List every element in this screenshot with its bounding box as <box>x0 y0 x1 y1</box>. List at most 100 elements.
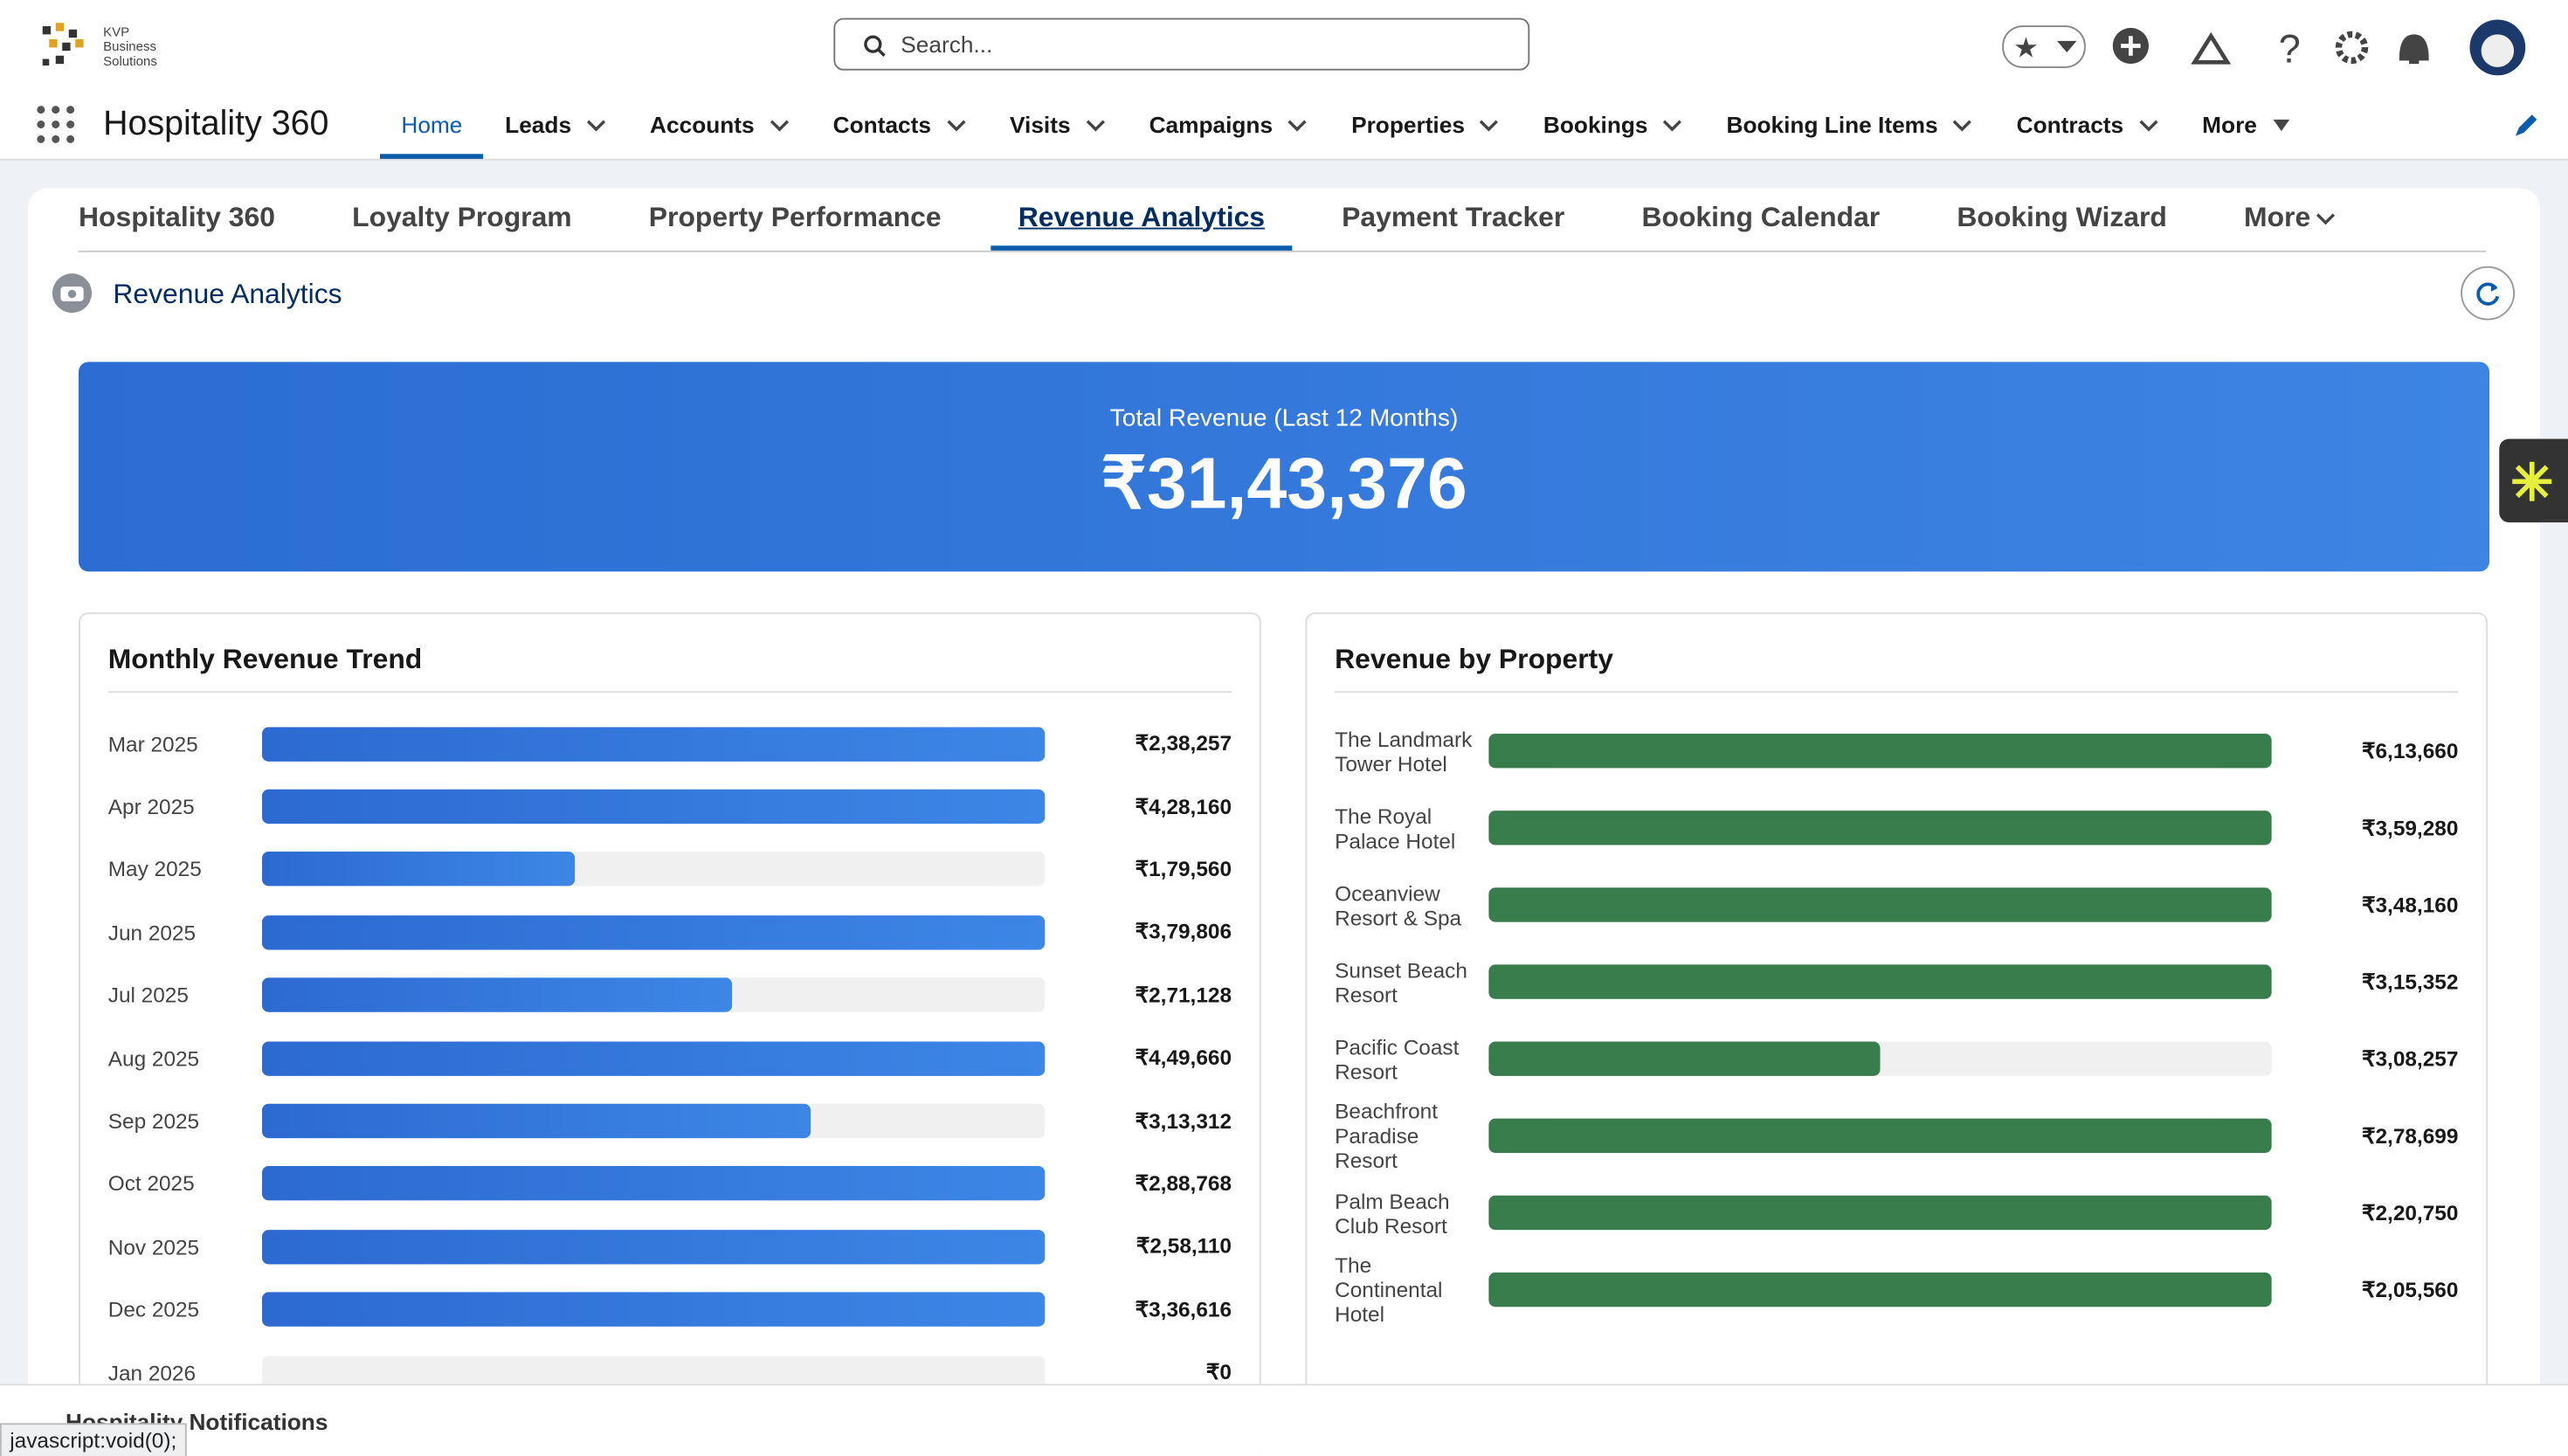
tab[interactable]: Loyalty Program <box>352 189 572 251</box>
tab[interactable]: More <box>2244 189 2337 251</box>
bar-track <box>262 789 1046 825</box>
dropdown-icon <box>1287 120 1307 132</box>
nav-item[interactable]: Home <box>380 95 484 159</box>
nav-item[interactable]: Visits <box>989 95 1129 159</box>
row-label: May 2025 <box>107 857 202 882</box>
svg-text:?: ? <box>2279 26 2301 71</box>
nav-label: Contacts <box>832 111 931 138</box>
row-value: ₹2,58,110 <box>1136 1233 1232 1259</box>
bar <box>1488 1272 2272 1308</box>
bar-track <box>1488 1041 2272 1076</box>
row-list: Mar 2025 ₹2,38,257 Apr 2025 ₹4,28,160 May 20… <box>108 713 1232 1404</box>
bar <box>1488 887 2272 922</box>
nav-label: Home <box>401 111 463 138</box>
refresh-button[interactable] <box>2460 266 2516 321</box>
app-name: Hospitality 360 <box>103 105 329 143</box>
bar-track <box>1488 734 2272 769</box>
logo-line: Solutions <box>103 53 157 69</box>
row: Beachfront Paradise Resort ₹2,78,699 <box>1335 1097 2458 1174</box>
logo-line: Business <box>103 39 157 54</box>
bar <box>262 914 1046 950</box>
row-label: Palm Beach Club Resort <box>1335 1188 1450 1238</box>
status-url: javascript:void(0); <box>0 1423 187 1456</box>
bar-track <box>1488 1195 2272 1231</box>
row-list: The Landmark Tower Hotel ₹6,13,660 The Roy… <box>1335 713 2458 1328</box>
row-value: ₹3,08,257 <box>2361 1045 2459 1071</box>
tab[interactable]: Property Performance <box>649 189 942 251</box>
bar-track <box>1488 1272 2272 1308</box>
dropdown-icon <box>2273 119 2290 131</box>
tab[interactable]: Payment Tracker <box>1342 189 1564 251</box>
row: Dec 2025 ₹3,36,616 <box>108 1278 1232 1341</box>
card-title: Revenue by Property <box>1335 644 2459 693</box>
dropdown-icon <box>1953 120 1972 132</box>
dropdown-icon <box>2138 120 2157 132</box>
nav-item[interactable]: Accounts <box>629 95 812 159</box>
tab-label: Revenue Analytics <box>1018 200 1266 232</box>
property-card: Revenue by Property The Landmark Tower Ho… <box>1305 612 2489 1456</box>
row-value: ₹6,13,660 <box>2361 737 2459 763</box>
row-label: The Landmark Tower Hotel <box>1335 726 1473 776</box>
row-label: Oct 2025 <box>107 1171 195 1197</box>
bar-track <box>1488 811 2272 845</box>
bar <box>1488 1118 2272 1153</box>
tab-label: Loyalty Program <box>352 200 572 232</box>
nav-item[interactable]: More <box>2181 95 2315 159</box>
utility-bar: Hospitality Notifications javascript:voi… <box>0 1384 2568 1456</box>
app-launcher[interactable] <box>36 105 75 144</box>
row: The Landmark Tower Hotel ₹6,13,660 <box>1335 713 2458 790</box>
bar-track <box>262 1103 1046 1139</box>
bar-track <box>262 1040 1046 1076</box>
row-label: Apr 2025 <box>107 794 195 819</box>
header-icons[interactable]: ★ ? <box>2001 19 2542 79</box>
dropdown-icon <box>946 120 965 132</box>
row-label: Jun 2025 <box>107 920 197 945</box>
row-label: Beachfront Paradise Resort <box>1335 1099 1439 1173</box>
nav-item[interactable]: Contracts <box>1995 95 2181 159</box>
row: Oceanview Resort & Spa ₹3,48,160 <box>1335 866 2458 943</box>
tab[interactable]: Booking Wizard <box>1957 189 2167 251</box>
card-title: Monthly Revenue Trend <box>107 644 1232 693</box>
tab-label: Property Performance <box>648 200 942 232</box>
nav-item[interactable]: Booking Line Items <box>1705 95 1995 159</box>
row-label: The Continental Hotel <box>1335 1252 1443 1327</box>
bar <box>262 726 1046 762</box>
row-value: ₹0 <box>1205 1359 1232 1384</box>
bar <box>262 1229 1046 1265</box>
bar-track <box>262 1166 1046 1202</box>
search-box[interactable]: Search... <box>833 17 1530 71</box>
row-value: ₹4,49,660 <box>1135 1045 1232 1070</box>
row-label: Sep 2025 <box>107 1108 200 1134</box>
row: Aug 2025 ₹4,49,660 <box>108 1027 1232 1090</box>
edit-nav-icon[interactable] <box>2512 113 2538 139</box>
row: Sep 2025 ₹3,13,312 <box>108 1090 1232 1153</box>
bar-track <box>262 726 1046 762</box>
row: Pacific Coast Resort ₹3,08,257 <box>1335 1020 2458 1097</box>
nav-label: More <box>2202 111 2257 138</box>
row-value: ₹2,05,560 <box>2361 1276 2459 1301</box>
bar <box>1488 1195 2272 1231</box>
page-title: Revenue Analytics <box>113 278 342 310</box>
tab-label: More <box>2244 200 2311 232</box>
kpi-value: ₹31,43,376 <box>1101 444 1467 524</box>
row: Palm Beach Club Resort ₹2,20,750 <box>1335 1174 2458 1251</box>
widget-icon <box>2512 461 2552 501</box>
tab-label: Booking Wizard <box>1957 200 2167 232</box>
nav-item[interactable]: Contacts <box>811 95 988 159</box>
bar <box>262 852 576 887</box>
tab[interactable]: Revenue Analytics <box>990 189 1293 251</box>
nav-item[interactable]: Bookings <box>1522 95 1706 159</box>
bar <box>1488 811 2272 845</box>
nav-item[interactable]: Properties <box>1330 95 1522 159</box>
nav-item[interactable]: Campaigns <box>1128 95 1330 159</box>
tab[interactable]: Booking Calendar <box>1641 189 1880 251</box>
bar-track <box>262 914 1046 950</box>
nav-item[interactable]: Leads <box>484 95 629 159</box>
tab[interactable]: Hospitality 360 <box>79 189 275 251</box>
nav-bar: Home Leads Accounts Contacts Visits Campaigns… <box>380 95 2315 159</box>
tab-bar: Hospitality 360 Loyalty Program Property P… <box>79 189 2487 252</box>
tab-label: Payment Tracker <box>1342 200 1565 232</box>
side-widget[interactable] <box>2499 438 2568 523</box>
tab-label: Hospitality 360 <box>79 200 275 232</box>
logo-mark <box>42 23 84 66</box>
